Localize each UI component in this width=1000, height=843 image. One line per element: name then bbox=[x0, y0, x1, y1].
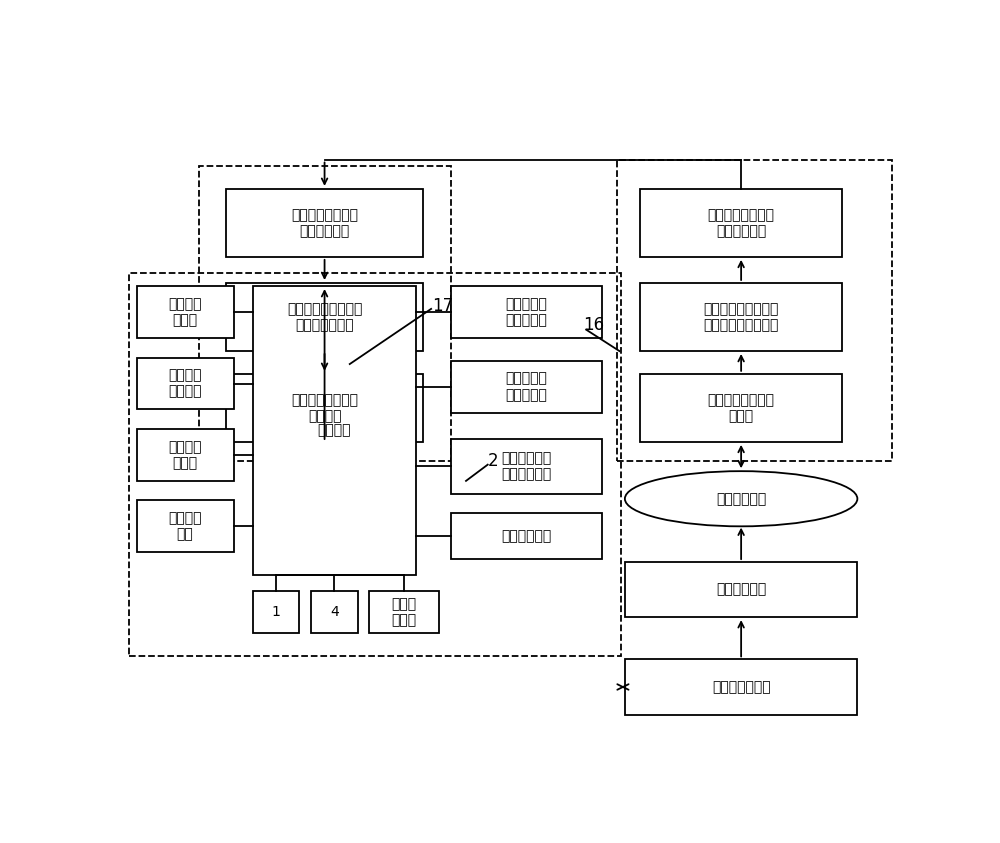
Text: 17: 17 bbox=[432, 297, 453, 314]
Bar bbox=[137, 501, 234, 552]
Bar bbox=[625, 659, 857, 715]
Bar bbox=[311, 591, 358, 633]
Text: 预燃控制
单元: 预燃控制 单元 bbox=[168, 511, 202, 541]
Bar bbox=[226, 373, 423, 442]
Bar bbox=[199, 166, 451, 461]
Text: 计时控制单元: 计时控制单元 bbox=[501, 529, 551, 543]
Bar bbox=[226, 283, 423, 351]
Text: 激光脉冲频
率控制单元: 激光脉冲频 率控制单元 bbox=[505, 297, 547, 327]
Text: 创面特征图像采集
传感器: 创面特征图像采集 传感器 bbox=[708, 393, 775, 423]
Text: 激光治疗装置: 激光治疗装置 bbox=[716, 583, 766, 597]
Text: 2: 2 bbox=[488, 453, 498, 470]
Bar bbox=[640, 373, 842, 442]
Bar bbox=[137, 357, 234, 410]
Text: 16: 16 bbox=[583, 316, 604, 334]
Bar bbox=[450, 286, 602, 338]
Text: 开关锁控
制单元: 开关锁控 制单元 bbox=[168, 297, 202, 327]
Bar bbox=[450, 438, 602, 494]
Bar bbox=[369, 591, 439, 633]
Text: 4: 4 bbox=[330, 605, 339, 620]
Ellipse shape bbox=[625, 471, 857, 526]
Text: 脚踏开关
控制单元: 脚踏开关 控制单元 bbox=[168, 368, 202, 399]
Bar bbox=[137, 286, 234, 338]
Bar bbox=[253, 591, 299, 633]
Text: 激光脉冲能量
输出控制单元: 激光脉冲能量 输出控制单元 bbox=[501, 451, 551, 481]
Text: 创面特征图像成像
信号校正模块: 创面特征图像成像 信号校正模块 bbox=[291, 207, 358, 238]
Text: 创面特征图像: 创面特征图像 bbox=[716, 491, 766, 506]
Bar bbox=[625, 562, 857, 617]
Text: 创面特征图像转换
标准模块: 创面特征图像转换 标准模块 bbox=[291, 393, 358, 423]
Text: 创面特征图像成像信
号校正存储模块: 创面特征图像成像信 号校正存储模块 bbox=[287, 302, 362, 332]
Text: 1: 1 bbox=[272, 605, 281, 620]
Bar bbox=[450, 513, 602, 559]
Bar bbox=[640, 283, 842, 351]
Text: 创面特征图像成像
信号处理模块: 创面特征图像成像 信号处理模块 bbox=[708, 207, 775, 238]
Bar bbox=[253, 286, 416, 575]
Text: 创面特征图像的编码
器组件和解码器组件: 创面特征图像的编码 器组件和解码器组件 bbox=[703, 302, 779, 332]
Bar bbox=[450, 361, 602, 413]
Bar bbox=[617, 159, 892, 461]
Text: 激光脉冲宽
度控制单元: 激光脉冲宽 度控制单元 bbox=[505, 372, 547, 402]
Text: 冷却水控
制单元: 冷却水控 制单元 bbox=[168, 440, 202, 470]
Text: 串口通
信接口: 串口通 信接口 bbox=[391, 597, 417, 627]
Bar bbox=[640, 189, 842, 257]
Bar bbox=[137, 429, 234, 481]
Bar bbox=[226, 189, 423, 257]
Text: 微处理器: 微处理器 bbox=[318, 423, 351, 438]
Bar bbox=[129, 273, 621, 656]
Text: 激光发生器装置: 激光发生器装置 bbox=[712, 680, 770, 694]
